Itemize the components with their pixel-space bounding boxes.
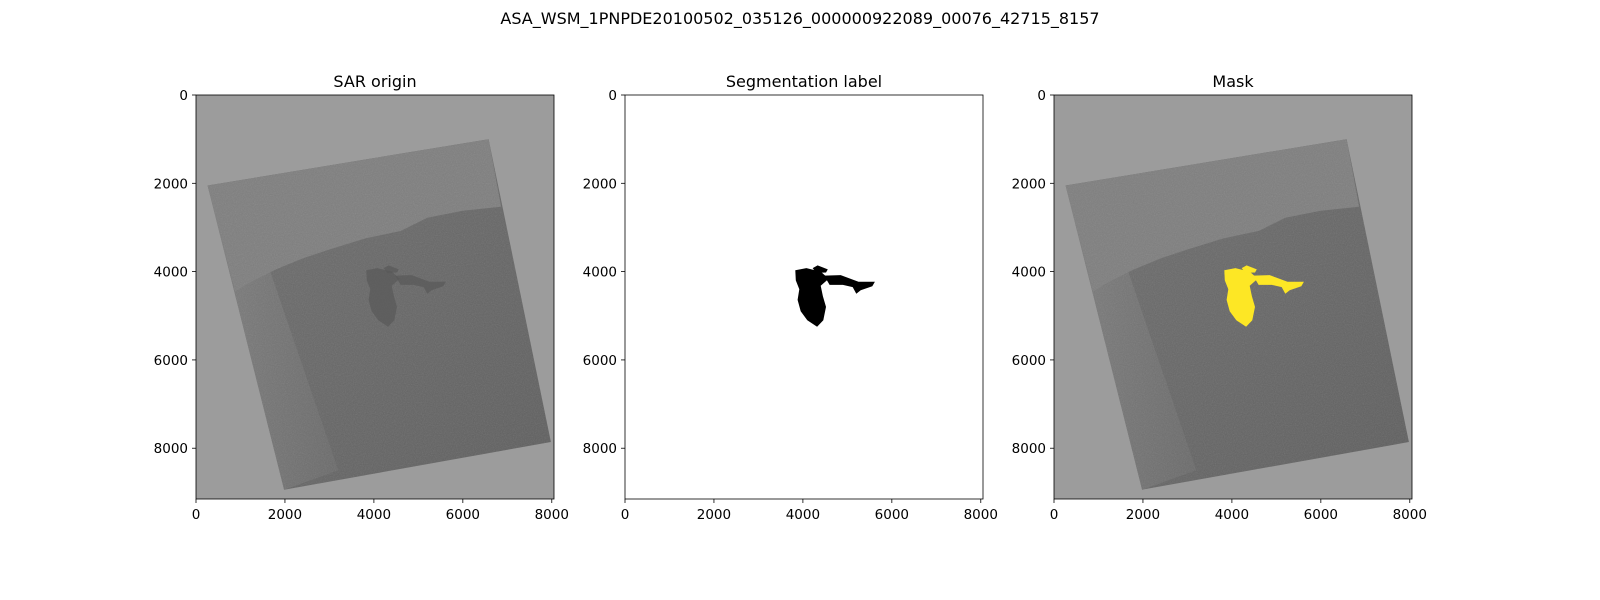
x-tick-label: 0 <box>1050 507 1059 523</box>
y-tick-label: 6000 <box>583 353 617 369</box>
x-tick-label: 8000 <box>964 507 998 523</box>
x-tick-label: 4000 <box>357 507 391 523</box>
sar-dark-slick <box>395 275 446 294</box>
x-tick-label: 4000 <box>786 507 820 523</box>
axes-frame <box>624 94 984 500</box>
figure-title: ASA_WSM_1PNPDE20100502_035126_0000009220… <box>500 9 1100 28</box>
y-tick-label: 0 <box>608 88 617 104</box>
label-slick-region <box>812 265 828 273</box>
y-tick-label: 8000 <box>154 441 188 457</box>
mask-slick-overlay <box>1224 268 1258 327</box>
sar-dark-slick <box>383 265 399 273</box>
x-tick-label: 0 <box>621 507 630 523</box>
x-tick-label: 0 <box>192 507 201 523</box>
label-slick-region <box>795 268 829 327</box>
y-tick-label: 2000 <box>154 176 188 192</box>
x-tick-label: 2000 <box>268 507 302 523</box>
mask-slick-overlay <box>1241 265 1257 273</box>
x-tick-label: 4000 <box>1215 507 1249 523</box>
x-tick-label: 2000 <box>1126 507 1160 523</box>
y-tick-label: 8000 <box>1012 441 1046 457</box>
panel-title: Segmentation label <box>726 72 882 91</box>
sar-dark-slick <box>366 268 400 327</box>
label-slick-region <box>824 275 875 294</box>
x-tick-label: 2000 <box>697 507 731 523</box>
x-tick-label: 6000 <box>1304 507 1338 523</box>
x-tick-label: 8000 <box>535 507 569 523</box>
panel-label: Segmentation label 0 0 2000 2000 4000 4000 6000… <box>583 72 998 523</box>
x-tick-label: 6000 <box>875 507 909 523</box>
x-tick-label: 8000 <box>1393 507 1427 523</box>
panel-title: Mask <box>1212 72 1254 91</box>
y-tick-label: 4000 <box>154 265 188 281</box>
panel-mask: Mask 0 0 2000 2000 4000 4000 6000 6000 8000 8000 <box>1012 72 1427 523</box>
panel-title: SAR origin <box>333 72 416 91</box>
panel-sar: SAR origin 0 0 2000 2000 4000 4000 6000 6000 8000… <box>154 72 569 523</box>
axes-frame <box>195 94 555 500</box>
panel-image <box>625 95 983 499</box>
axes-frame <box>1053 94 1413 500</box>
y-tick-label: 6000 <box>154 353 188 369</box>
mask-slick-overlay <box>1253 275 1304 294</box>
y-tick-label: 4000 <box>1012 265 1046 281</box>
y-tick-label: 2000 <box>1012 176 1046 192</box>
y-tick-label: 8000 <box>583 441 617 457</box>
panel-image <box>1054 95 1412 499</box>
y-tick-label: 0 <box>1037 88 1046 104</box>
panel-image <box>196 95 554 499</box>
y-tick-label: 0 <box>179 88 188 104</box>
y-tick-label: 6000 <box>1012 353 1046 369</box>
x-tick-label: 6000 <box>446 507 480 523</box>
y-tick-label: 4000 <box>583 265 617 281</box>
y-tick-label: 2000 <box>583 176 617 192</box>
